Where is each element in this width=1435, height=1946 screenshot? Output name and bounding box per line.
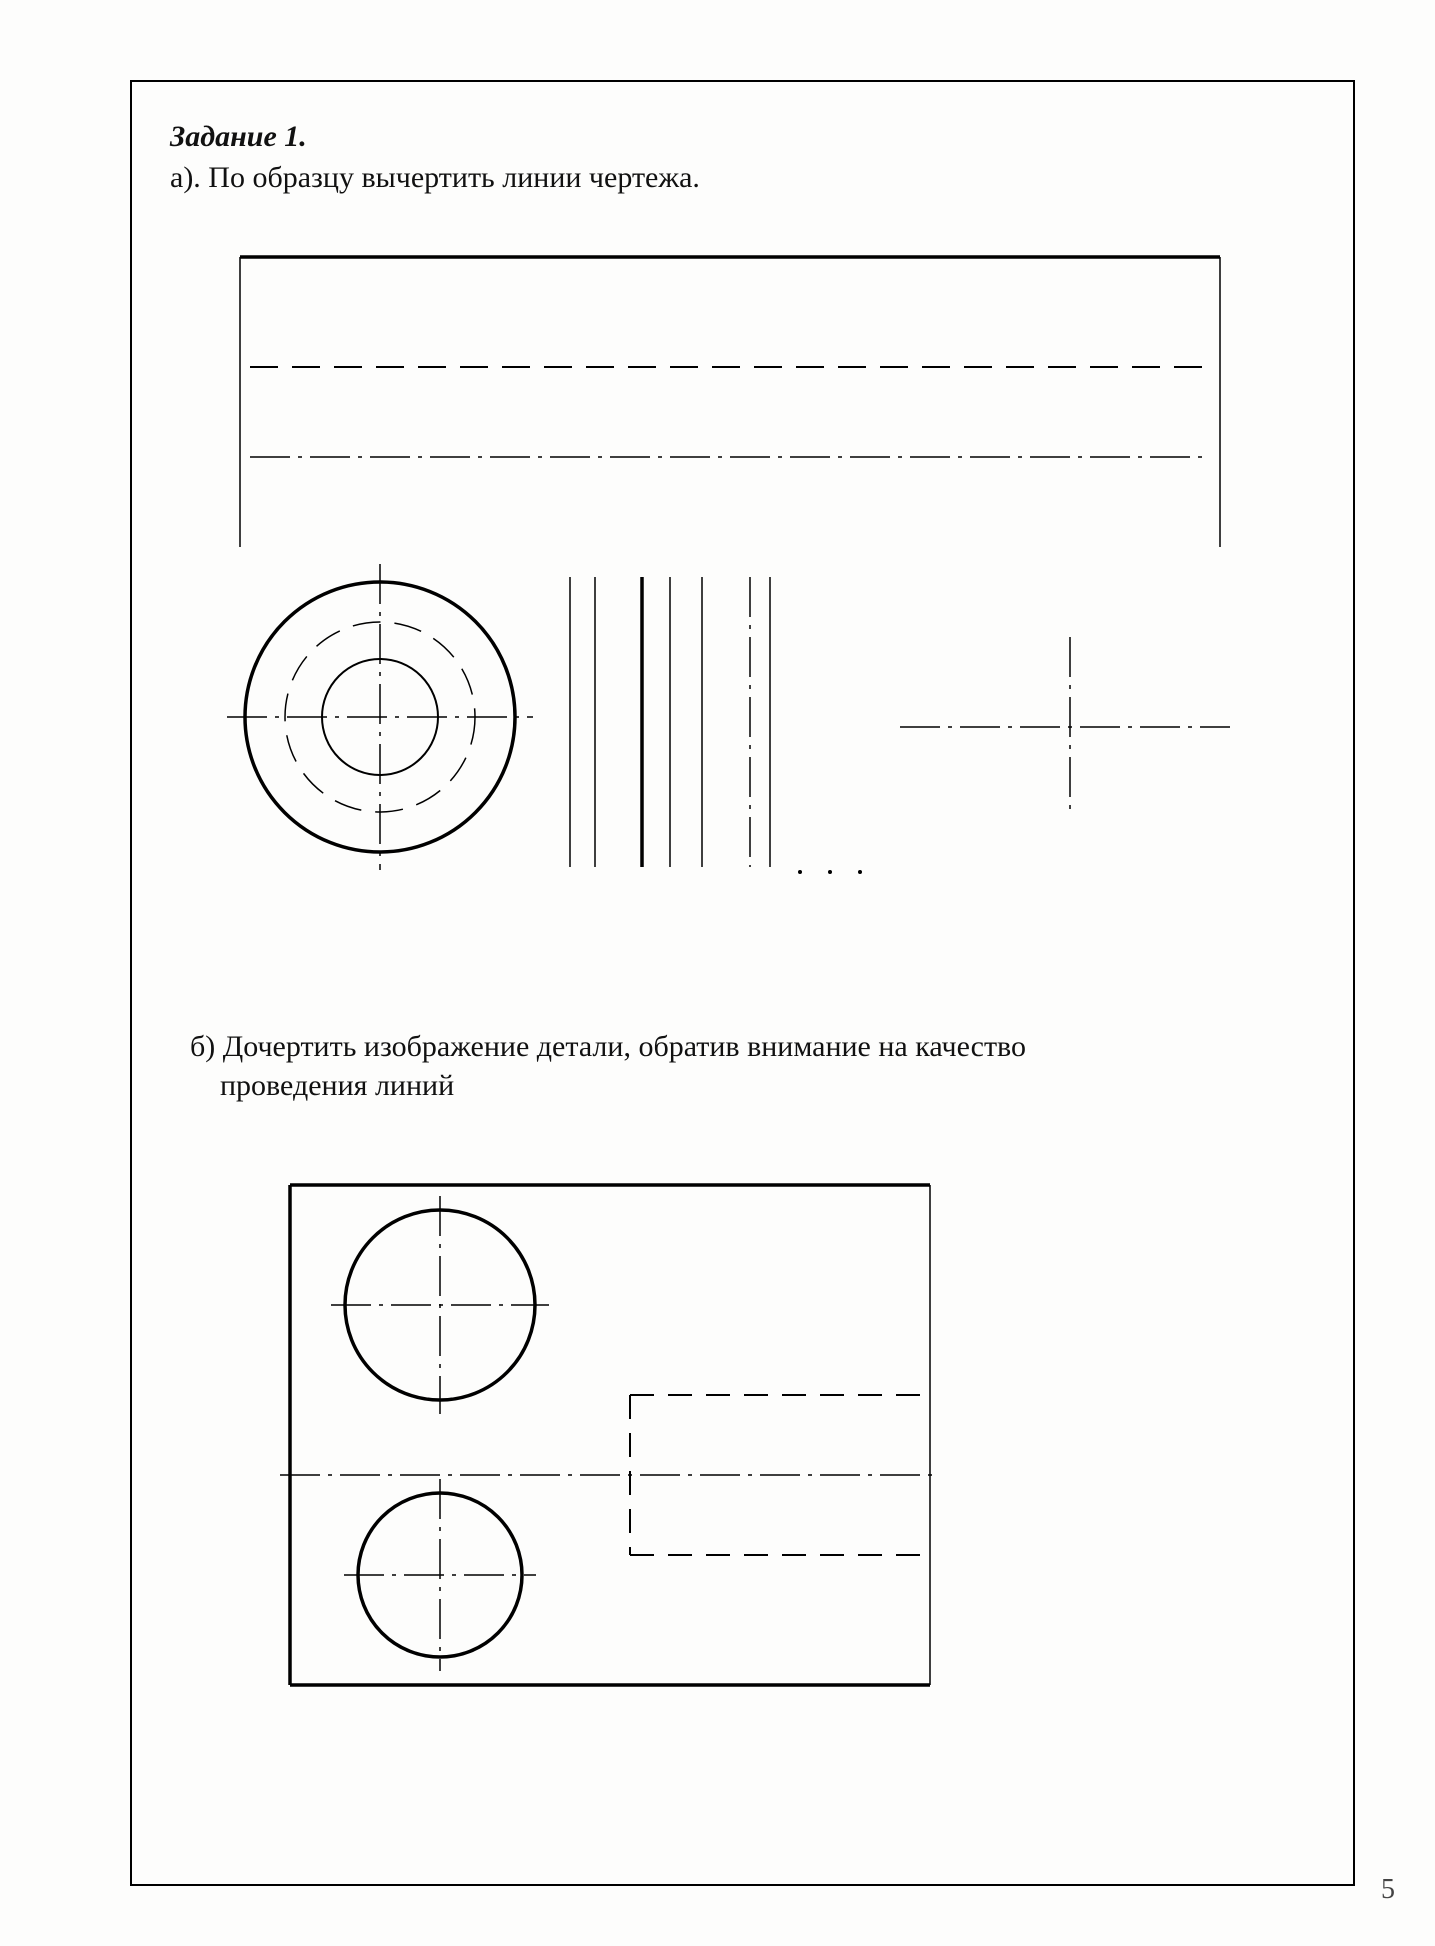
page: Задание 1. а). По образцу вычертить лини… xyxy=(0,0,1435,1946)
content-area: Задание 1. а). По образцу вычертить лини… xyxy=(170,120,1315,1695)
task-title: Задание 1. xyxy=(170,120,1315,154)
task-part-a: а). По образцу вычертить линии чертежа. xyxy=(170,158,1315,197)
figure-b xyxy=(280,1175,980,1695)
task-part-b-line1: б) Дочертить изображение детали, обратив… xyxy=(190,1027,1315,1066)
page-number: 5 xyxy=(1381,1874,1395,1906)
figure-a xyxy=(210,247,1230,887)
task-part-b-line2: проведения линий xyxy=(170,1066,1315,1105)
